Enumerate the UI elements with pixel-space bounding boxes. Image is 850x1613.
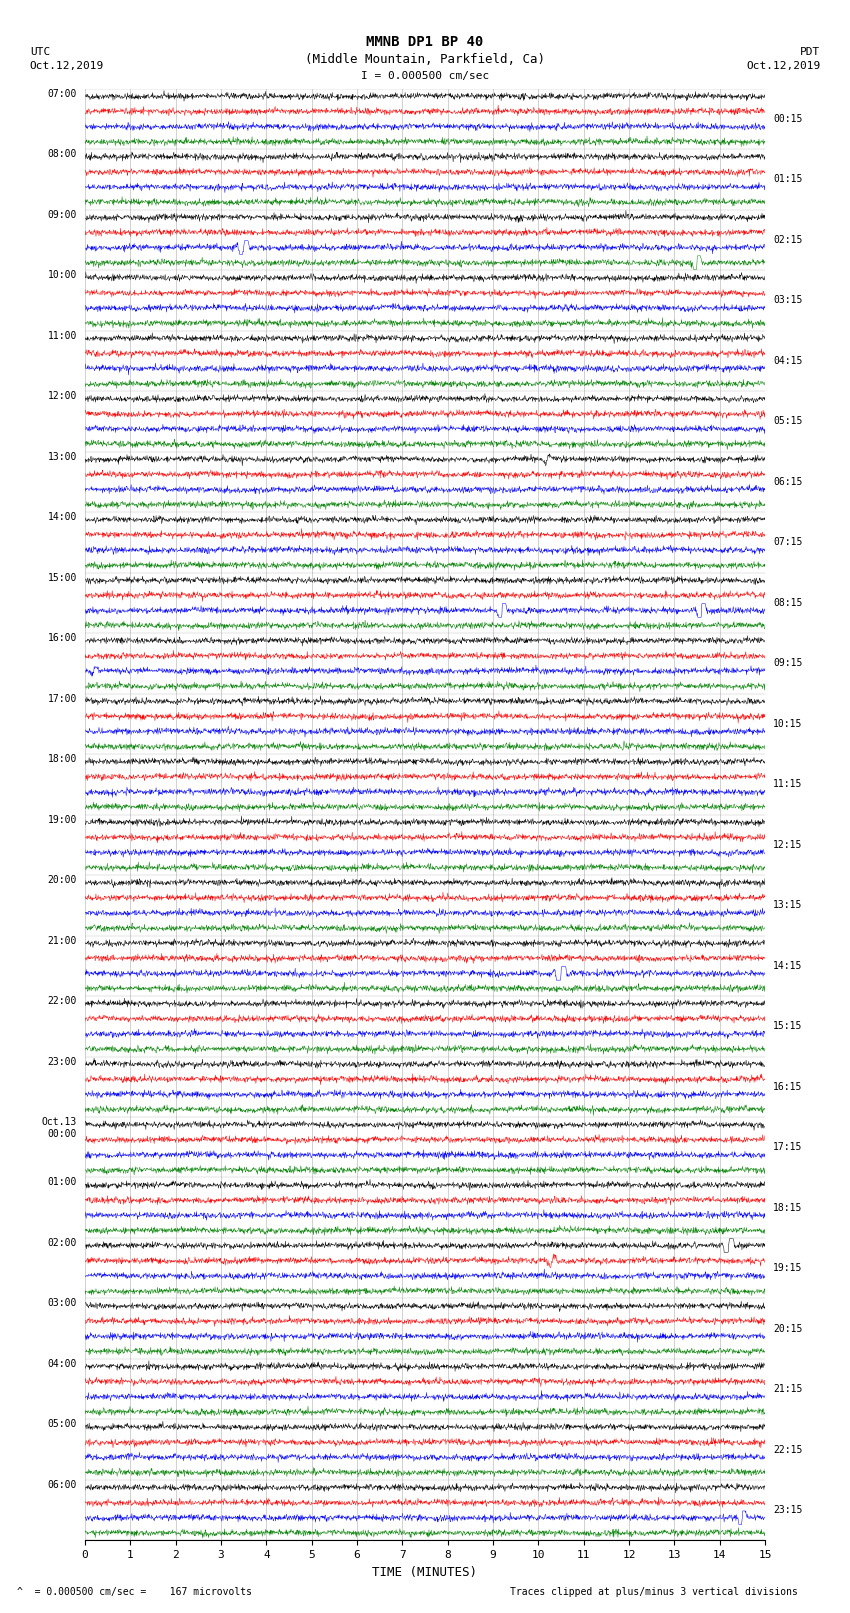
Text: I = 0.000500 cm/sec: I = 0.000500 cm/sec bbox=[361, 71, 489, 81]
Text: 15:15: 15:15 bbox=[774, 1021, 802, 1031]
Text: 06:15: 06:15 bbox=[774, 477, 802, 487]
Text: ^  = 0.000500 cm/sec =    167 microvolts: ^ = 0.000500 cm/sec = 167 microvolts bbox=[17, 1587, 252, 1597]
Text: 07:00: 07:00 bbox=[48, 89, 76, 98]
Text: 08:15: 08:15 bbox=[774, 598, 802, 608]
Text: Oct.12,2019: Oct.12,2019 bbox=[746, 61, 820, 71]
Text: 17:00: 17:00 bbox=[48, 694, 76, 703]
Text: 16:15: 16:15 bbox=[774, 1082, 802, 1092]
Text: 13:00: 13:00 bbox=[48, 452, 76, 461]
Text: 04:15: 04:15 bbox=[774, 356, 802, 366]
Text: 22:15: 22:15 bbox=[774, 1445, 802, 1455]
Text: 13:15: 13:15 bbox=[774, 900, 802, 910]
Text: 07:15: 07:15 bbox=[774, 537, 802, 547]
Text: 15:00: 15:00 bbox=[48, 573, 76, 582]
Text: 01:00: 01:00 bbox=[48, 1177, 76, 1187]
Text: 10:15: 10:15 bbox=[774, 719, 802, 729]
Text: 23:15: 23:15 bbox=[774, 1505, 802, 1515]
Text: 02:15: 02:15 bbox=[774, 235, 802, 245]
Text: 14:00: 14:00 bbox=[48, 513, 76, 523]
Text: 12:00: 12:00 bbox=[48, 392, 76, 402]
Text: 11:15: 11:15 bbox=[774, 779, 802, 789]
Text: 22:00: 22:00 bbox=[48, 997, 76, 1007]
Text: 09:00: 09:00 bbox=[48, 210, 76, 219]
Text: 11:00: 11:00 bbox=[48, 331, 76, 340]
Text: 03:15: 03:15 bbox=[774, 295, 802, 305]
Text: 04:00: 04:00 bbox=[48, 1358, 76, 1369]
Text: 12:15: 12:15 bbox=[774, 840, 802, 850]
Text: 21:15: 21:15 bbox=[774, 1384, 802, 1394]
Text: 18:00: 18:00 bbox=[48, 755, 76, 765]
Text: 14:15: 14:15 bbox=[774, 961, 802, 971]
Text: 06:00: 06:00 bbox=[48, 1481, 76, 1490]
Text: UTC: UTC bbox=[30, 47, 50, 56]
Text: (Middle Mountain, Parkfield, Ca): (Middle Mountain, Parkfield, Ca) bbox=[305, 53, 545, 66]
Text: 19:00: 19:00 bbox=[48, 815, 76, 824]
Text: PDT: PDT bbox=[800, 47, 820, 56]
Text: 00:15: 00:15 bbox=[774, 115, 802, 124]
Text: Oct.13
00:00: Oct.13 00:00 bbox=[42, 1118, 76, 1139]
Text: MMNB DP1 BP 40: MMNB DP1 BP 40 bbox=[366, 35, 484, 50]
Text: 20:15: 20:15 bbox=[774, 1324, 802, 1334]
Text: 16:00: 16:00 bbox=[48, 634, 76, 644]
Text: 21:00: 21:00 bbox=[48, 936, 76, 945]
Text: 19:15: 19:15 bbox=[774, 1263, 802, 1273]
Text: 02:00: 02:00 bbox=[48, 1239, 76, 1248]
Text: 09:15: 09:15 bbox=[774, 658, 802, 668]
Text: 18:15: 18:15 bbox=[774, 1203, 802, 1213]
Text: 10:00: 10:00 bbox=[48, 271, 76, 281]
Text: 05:00: 05:00 bbox=[48, 1419, 76, 1429]
Text: 01:15: 01:15 bbox=[774, 174, 802, 184]
Text: Traces clipped at plus/minus 3 vertical divisions: Traces clipped at plus/minus 3 vertical … bbox=[510, 1587, 798, 1597]
Text: 03:00: 03:00 bbox=[48, 1298, 76, 1308]
Text: 20:00: 20:00 bbox=[48, 876, 76, 886]
Text: 17:15: 17:15 bbox=[774, 1142, 802, 1152]
Text: 08:00: 08:00 bbox=[48, 150, 76, 160]
Text: Oct.12,2019: Oct.12,2019 bbox=[30, 61, 104, 71]
Text: 05:15: 05:15 bbox=[774, 416, 802, 426]
Text: 23:00: 23:00 bbox=[48, 1057, 76, 1066]
X-axis label: TIME (MINUTES): TIME (MINUTES) bbox=[372, 1566, 478, 1579]
